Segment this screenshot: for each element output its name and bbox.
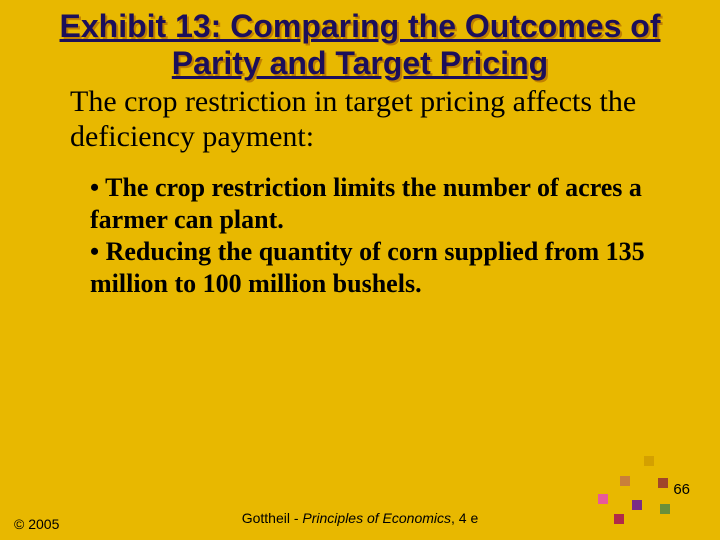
bullet-list: • The crop restriction limits the number… <box>90 172 650 299</box>
decor-square <box>614 514 624 524</box>
footer-author: Gottheil - <box>242 510 303 526</box>
slide: Exhibit 13: Comparing the Outcomes of Pa… <box>0 0 720 540</box>
bullet-item: • Reducing the quantity of corn supplied… <box>90 236 650 299</box>
decor-square <box>632 500 642 510</box>
decor-square <box>644 456 654 466</box>
decor-square <box>620 476 630 486</box>
footer-edition: , 4 e <box>451 510 478 526</box>
decor-square <box>658 478 668 488</box>
footer-title-italic: Principles of Economics <box>302 510 451 526</box>
slide-title: Exhibit 13: Comparing the Outcomes of Pa… <box>40 8 680 82</box>
bullet-item: • The crop restriction limits the number… <box>90 172 650 235</box>
decor-squares <box>572 448 672 528</box>
footer-copyright: © 2005 <box>14 516 59 532</box>
decor-square <box>660 504 670 514</box>
lead-paragraph: The crop restriction in target pricing a… <box>70 84 660 155</box>
page-number: 66 <box>673 481 690 498</box>
decor-square <box>598 494 608 504</box>
